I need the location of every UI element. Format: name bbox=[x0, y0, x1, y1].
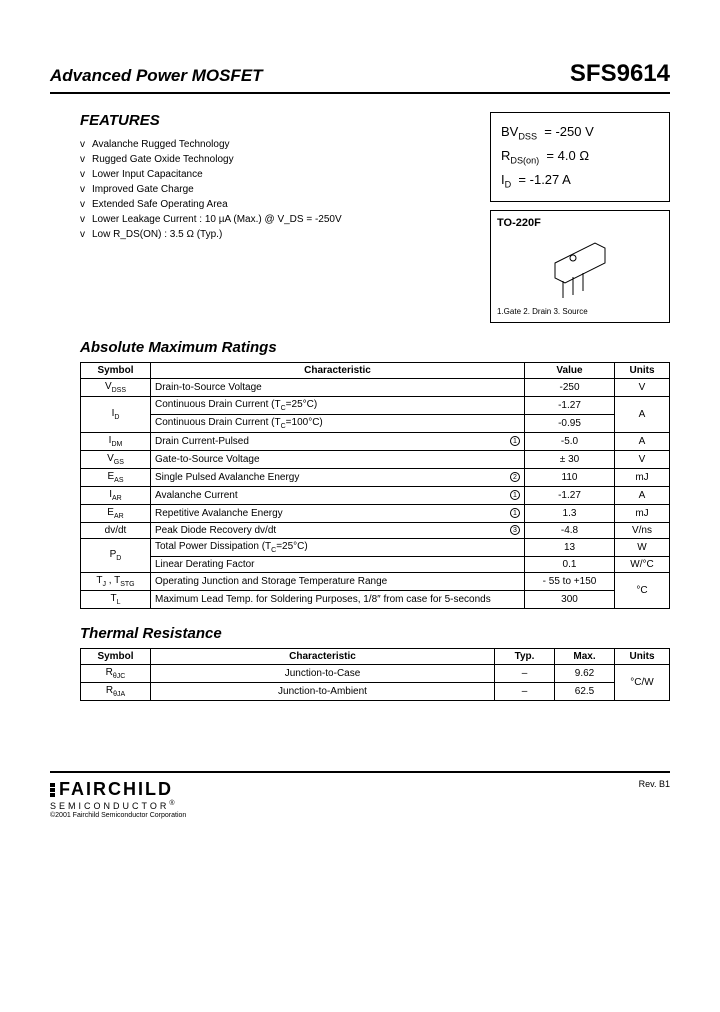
table-row: IDContinuous Drain Current (TC=25°C)-1.2… bbox=[81, 397, 670, 415]
brand-block: FAIRCHILD SEMICONDUCTOR® ©2001 Fairchild… bbox=[50, 779, 186, 819]
table-row: RθJAJunction-to-Ambient–62.5 bbox=[81, 683, 670, 701]
table-row: EARRepetitive Avalanche Energy11.3mJ bbox=[81, 505, 670, 523]
feature-item: vAvalanche Rugged Technology bbox=[80, 139, 470, 150]
package-pins: 1.Gate 2. Drain 3. Source bbox=[497, 307, 663, 316]
footer-rule bbox=[50, 771, 670, 773]
brand-name: FAIRCHILD bbox=[59, 779, 173, 800]
feature-item: vExtended Safe Operating Area bbox=[80, 199, 470, 210]
top-section: FEATURES vAvalanche Rugged Technology vRu… bbox=[80, 112, 670, 323]
feature-item: vLow R_DS(ON) : 3.5 Ω (Typ.) bbox=[80, 229, 470, 240]
feature-item: vLower Leakage Current : 10 µA (Max.) @ … bbox=[80, 214, 470, 225]
header-subtitle: Advanced Power MOSFET bbox=[50, 66, 263, 86]
package-outline-icon bbox=[525, 233, 635, 303]
features-list: vAvalanche Rugged Technology vRugged Gate… bbox=[80, 139, 470, 240]
spec-line: RDS(on) = 4.0 Ω bbox=[501, 145, 659, 169]
table-row: Linear Derating Factor0.1W/°C bbox=[81, 557, 670, 573]
table-row: dv/dtPeak Diode Recovery dv/dt3-4.8V/ns bbox=[81, 523, 670, 539]
package-box: TO-220F 1.Gate 2. Drain 3. Source bbox=[490, 210, 670, 323]
table-row: TJ , TSTGOperating Junction and Storage … bbox=[81, 573, 670, 591]
table-row: VDSSDrain-to-Source Voltage-250V bbox=[81, 379, 670, 397]
feature-item: vRugged Gate Oxide Technology bbox=[80, 154, 470, 165]
table-row: IDMDrain Current-Pulsed1-5.0A bbox=[81, 433, 670, 451]
features-column: FEATURES vAvalanche Rugged Technology vRu… bbox=[80, 112, 470, 323]
key-specs-box: BVDSS = -250 VRDS(on) = 4.0 ΩID = -1.27 … bbox=[490, 112, 670, 202]
table-row: VGSGate-to-Source Voltage± 30V bbox=[81, 451, 670, 469]
table-row: RθJCJunction-to-Case–9.62°C/W bbox=[81, 665, 670, 683]
spec-line: BVDSS = -250 V bbox=[501, 121, 659, 145]
brand-subtitle: SEMICONDUCTOR® bbox=[50, 800, 186, 811]
feature-item: vLower Input Capacitance bbox=[80, 169, 470, 180]
table-row: Continuous Drain Current (TC=100°C)-0.95 bbox=[81, 415, 670, 433]
brand-logo-icon bbox=[50, 783, 55, 797]
spec-line: ID = -1.27 A bbox=[501, 169, 659, 193]
revision: Rev. B1 bbox=[639, 779, 670, 789]
thermal-table: SymbolCharacteristicTyp.Max.UnitsRθJCJun… bbox=[80, 648, 670, 701]
thermal-title: Thermal Resistance bbox=[80, 625, 670, 642]
package-name: TO-220F bbox=[497, 217, 663, 229]
table-row: TLMaximum Lead Temp. for Soldering Purpo… bbox=[81, 591, 670, 609]
brand-copyright: ©2001 Fairchild Semiconductor Corporatio… bbox=[50, 812, 186, 819]
table-row: IARAvalanche Current1-1.27A bbox=[81, 487, 670, 505]
abs-max-title: Absolute Maximum Ratings bbox=[80, 339, 670, 356]
table-row: PDTotal Power Dissipation (TC=25°C)13W bbox=[81, 539, 670, 557]
page-header: Advanced Power MOSFET SFS9614 bbox=[50, 60, 670, 94]
footer: FAIRCHILD SEMICONDUCTOR® ©2001 Fairchild… bbox=[50, 779, 670, 819]
table-row: EASSingle Pulsed Avalanche Energy2110mJ bbox=[81, 469, 670, 487]
datasheet-page: Advanced Power MOSFET SFS9614 FEATURES v… bbox=[0, 0, 720, 849]
feature-item: vImproved Gate Charge bbox=[80, 184, 470, 195]
features-title: FEATURES bbox=[80, 112, 470, 129]
specs-column: BVDSS = -250 VRDS(on) = 4.0 ΩID = -1.27 … bbox=[490, 112, 670, 323]
abs-max-table: SymbolCharacteristicValueUnitsVDSSDrain-… bbox=[80, 362, 670, 609]
part-number: SFS9614 bbox=[570, 60, 670, 88]
